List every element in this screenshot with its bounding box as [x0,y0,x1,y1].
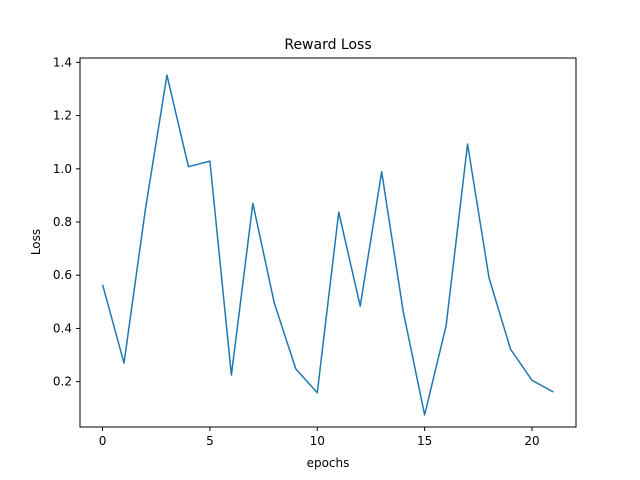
x-tick-label: 15 [417,434,432,448]
y-tick-label: 1.4 [53,55,72,69]
chart-title: Reward Loss [284,37,371,53]
x-tick-label: 10 [310,434,325,448]
y-axis-label: Loss [29,229,43,255]
y-tick-label: 0.8 [53,215,72,229]
x-tick-label: 20 [524,434,539,448]
y-tick-label: 1.2 [53,109,72,123]
plot-area [101,74,554,416]
y-tick-label: 0.6 [53,268,72,282]
y-tick-label: 1.0 [53,162,72,176]
axes-frame [79,57,577,428]
x-tick-label: 0 [99,434,107,448]
y-tick-label: 0.4 [53,321,72,335]
x-tick-label: 5 [206,434,214,448]
y-tick-label: 0.2 [53,375,72,389]
axis-ticks: 0 5 10 15 20 0.2 0.4 0.6 0.8 1.0 1.2 1.4 [53,55,540,448]
x-axis-label: epochs [307,456,350,470]
series-line [101,74,554,416]
